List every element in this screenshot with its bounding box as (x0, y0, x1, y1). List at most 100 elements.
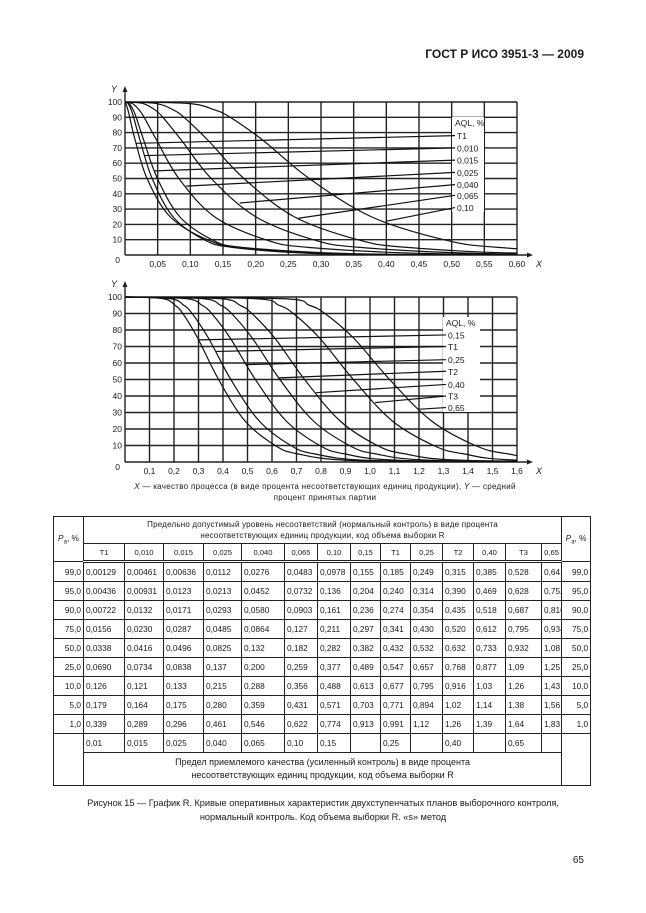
y-tick-label: 30 (113, 408, 123, 418)
table-cell: 0,249 (410, 561, 443, 582)
table-cell: 0,240 (380, 581, 411, 601)
table-cell: 0,211 (317, 619, 351, 639)
table-cell: 0,641 (540, 561, 563, 582)
x-tick-label: 0,4 (217, 466, 229, 476)
table-cell: 0,00436 (83, 581, 125, 601)
chart-1: 0,05 0,10 0,15 0,20 0,25 0,30 0,35 0,40 0,45 0,50… (108, 84, 543, 269)
table-cell: 0,296 (163, 714, 204, 734)
table-cell: 0,546 (241, 714, 285, 734)
table-cell: 0,916 (442, 676, 474, 696)
table-cell: 0,774 (317, 714, 351, 734)
pa-value-right: 50,0 (561, 638, 592, 658)
pa-value-left: 5,0 (53, 695, 84, 715)
column-header: 0,040 (241, 543, 285, 563)
table-cell: 0,0496 (163, 638, 204, 658)
pa-rest: , % (66, 532, 79, 543)
y-tick-label: 90 (113, 112, 123, 122)
table-cell: 0,677 (380, 676, 411, 696)
pa-value-left: 50,0 (53, 638, 84, 658)
table-cell: 0,752 (540, 581, 563, 601)
legend-title: AQL, % (446, 318, 476, 328)
table-row: 10,0 0,126 0,121 0,133 0,215 0,288 0,356 0,488 0… (53, 676, 592, 696)
table-cell: 0,0825 (203, 638, 242, 658)
y-tick-label: 40 (113, 189, 123, 199)
axis-caption: X — качество процесса (в виде процента н… (110, 481, 540, 503)
table-cell: 1,26 (505, 676, 542, 696)
y-tick-label: 20 (113, 219, 123, 229)
oc-curve-T1 (125, 296, 514, 462)
table-cell: 0,289 (124, 714, 164, 734)
table-row: 75,0 0,0156 0,0230 0,0287 0,0485 0,0864 0,127 0… (53, 619, 592, 639)
legend-leader-line (278, 370, 447, 379)
table-cell: 0,0485 (203, 619, 242, 639)
table-cell: 0,0690 (83, 657, 125, 677)
x-description: — качество процесса (в виде процента нес… (139, 482, 464, 491)
legend-box (443, 317, 480, 412)
legend-label: T1 (457, 131, 467, 141)
oc-curve-0-25 (125, 296, 517, 462)
tightened-aql-cell: 0,01 (83, 733, 125, 753)
y-axis-arrow-icon (122, 281, 128, 287)
empty-cell (561, 733, 592, 786)
table-cell: 0,0416 (124, 638, 164, 658)
table-cell: 0,127 (284, 619, 318, 639)
oc-curve-0-025 (125, 101, 517, 255)
table-cell: 0,0132 (124, 600, 164, 620)
legend-label: 0,65 (448, 403, 465, 413)
pa-header-right: Pa, % (561, 516, 592, 562)
table-cell: 0,132 (241, 638, 285, 658)
tightened-aql-cell: 0,040 (203, 733, 242, 753)
y-tick-label: 90 (113, 309, 123, 319)
header-line2: несоответствующих единиц продукции, код … (200, 531, 445, 540)
chart-2: 0,1 0,2 0,3 0,4 0,5 0,6 0,7 0,8 0,9 1,0 1,1 1,2 1,3 1… (108, 279, 543, 476)
table-cell: 0,532 (410, 638, 443, 658)
y-tick-label: 60 (113, 358, 123, 368)
table-cell: 1,14 (473, 695, 506, 715)
y-axis-label: Y (111, 279, 118, 289)
column-header: 0,065 (284, 543, 318, 563)
table-cell: 0,136 (317, 581, 351, 601)
table-cell: 0,0287 (163, 619, 204, 639)
x-tick-label: 0,55 (476, 259, 493, 269)
table-cell: 0,356 (284, 676, 318, 696)
origin-label: 0 (115, 255, 120, 265)
table-cell: 0,0734 (124, 657, 164, 677)
table-cell: 0,155 (350, 561, 381, 582)
table-cell: 0,430 (410, 619, 443, 639)
y-tick-label: 40 (113, 391, 123, 401)
pa-value-right: 75,0 (561, 619, 592, 639)
legend-box (452, 117, 484, 212)
oc-curve-0-040 (125, 101, 517, 255)
legend-label: 0,065 (457, 191, 479, 201)
y-tick-label: 70 (113, 143, 123, 153)
x-tick-label: 0,35 (345, 259, 362, 269)
y-axis-arrow-icon (122, 86, 128, 92)
column-header: 0,15 (350, 543, 381, 563)
table-cell: 0,0112 (203, 561, 242, 582)
table-cell: 0,297 (350, 619, 381, 639)
pa-value-left: 75,0 (53, 619, 84, 639)
x-tick-label: 0,1 (144, 466, 156, 476)
legend-label: T3 (448, 392, 458, 402)
tightened-aql-cell: 0,65 (505, 733, 542, 753)
table-cell: 0,431 (284, 695, 318, 715)
table-cell: 0,339 (83, 714, 125, 734)
table-cell: 0,795 (410, 676, 443, 696)
legend-label: 0,015 (457, 156, 479, 166)
legend-title: AQL, % (455, 118, 485, 128)
legend-leader-line (385, 206, 456, 222)
table-cell: 0,236 (350, 600, 381, 620)
legend-leader-line (246, 359, 447, 366)
footer-line2: несоответствующих единиц продукции, код … (191, 770, 454, 780)
header-line1: Предельно допустимый уровень несоответст… (147, 520, 498, 529)
x-tick-label: 0,05 (149, 259, 166, 269)
x-tick-label: 0,8 (315, 466, 327, 476)
legend-leader-line (239, 184, 456, 204)
tightened-aql-cell: 0,065 (241, 733, 285, 753)
x-tick-label: 0,15 (215, 259, 232, 269)
legend-leader-line (215, 345, 447, 353)
x-tick-label: 0,3 (193, 466, 205, 476)
x-tick-label: 0,25 (280, 259, 297, 269)
table-cell: 0,657 (410, 657, 443, 677)
table-cell: 0,934 (540, 619, 563, 639)
